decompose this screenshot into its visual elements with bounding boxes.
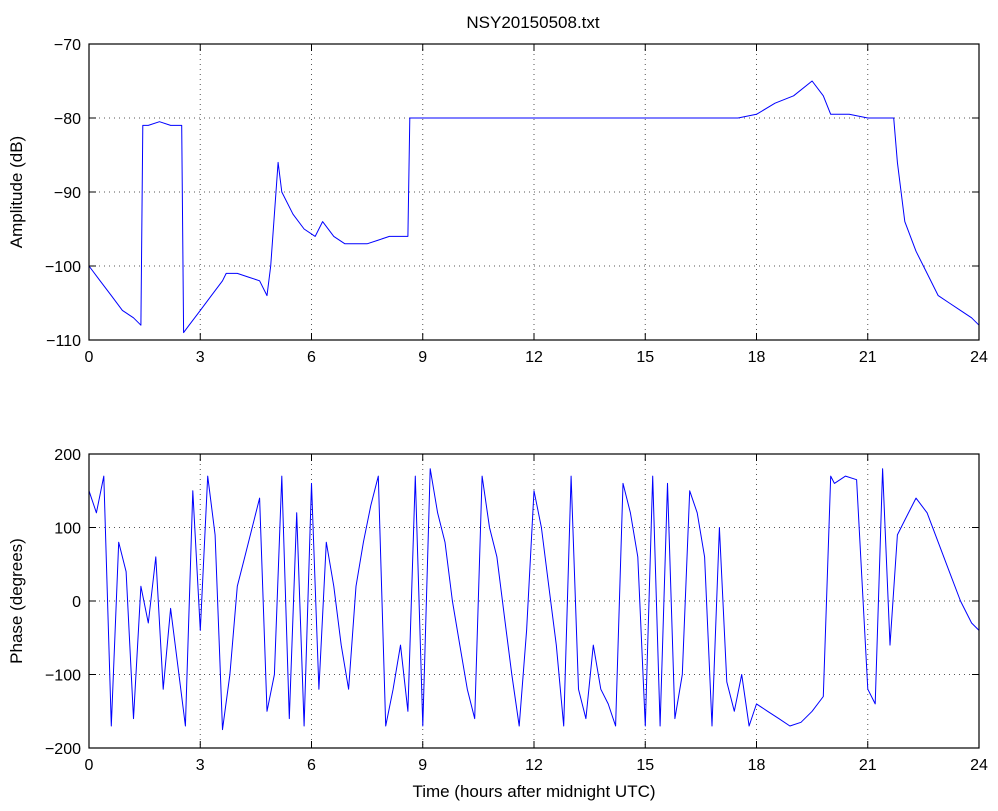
amplitude-y-tick-label: −100	[45, 259, 81, 276]
amplitude-x-tick-label: 18	[748, 349, 766, 366]
phase-grid	[89, 454, 979, 748]
phase-series-line	[88, 468, 980, 731]
phase-x-tick-label: 0	[85, 757, 94, 774]
amplitude-x-tick-label: 21	[859, 349, 877, 366]
amplitude-x-tick-label: 6	[307, 349, 316, 366]
phase-x-tick-label: 18	[748, 757, 766, 774]
phase-y-tick-label: 100	[54, 521, 81, 538]
phase-x-tick-label: 12	[525, 757, 543, 774]
phase-x-axis-label: Time (hours after midnight UTC)	[412, 782, 655, 801]
phase-x-tick-label: 15	[636, 757, 654, 774]
phase-y-axis-label: Phase (degrees)	[7, 538, 26, 664]
phase-x-tick-label: 24	[970, 757, 988, 774]
amplitude-ticks: 0 3 6 9 12 15 18 21 24 −110 −100 −90 −80 −70	[45, 37, 988, 366]
amplitude-panel: 0 3 6 9 12 15 18 21 24 −110 −100 −90 −80 −70 Amplitud…	[7, 37, 988, 366]
amplitude-x-tick-label: 9	[418, 349, 427, 366]
phase-x-tick-label: 6	[307, 757, 316, 774]
amplitude-x-tick-label: 12	[525, 349, 543, 366]
amplitude-x-tick-label: 15	[636, 349, 654, 366]
amplitude-y-tick-label: −80	[54, 111, 81, 128]
amplitude-x-tick-label: 24	[970, 349, 988, 366]
phase-panel: 0 3 6 9 12 15 18 21 24 −200 −100 0 100 200 Phase (deg…	[7, 447, 988, 801]
amplitude-x-tick-label: 3	[196, 349, 205, 366]
phase-ticks: 0 3 6 9 12 15 18 21 24 −200 −100 0 100 200	[45, 447, 988, 774]
amplitude-x-tick-label: 0	[85, 349, 94, 366]
phase-y-tick-label: −200	[45, 741, 81, 758]
phase-series-group	[88, 468, 980, 731]
amplitude-y-tick-label: −90	[54, 185, 81, 202]
amplitude-series-group	[88, 80, 980, 334]
amplitude-series-line	[88, 80, 980, 334]
amplitude-y-axis-label: Amplitude (dB)	[7, 136, 26, 248]
phase-x-tick-label: 21	[859, 757, 877, 774]
phase-x-tick-label: 9	[418, 757, 427, 774]
phase-y-tick-label: 0	[72, 594, 81, 611]
amplitude-y-tick-label: −70	[54, 37, 81, 54]
amplitude-y-tick-label: −110	[46, 333, 81, 350]
phase-y-tick-label: 200	[54, 447, 81, 464]
phase-x-tick-label: 3	[196, 757, 205, 774]
chart-title: NSY20150508.txt	[466, 13, 600, 32]
phase-y-tick-label: −100	[45, 668, 81, 685]
